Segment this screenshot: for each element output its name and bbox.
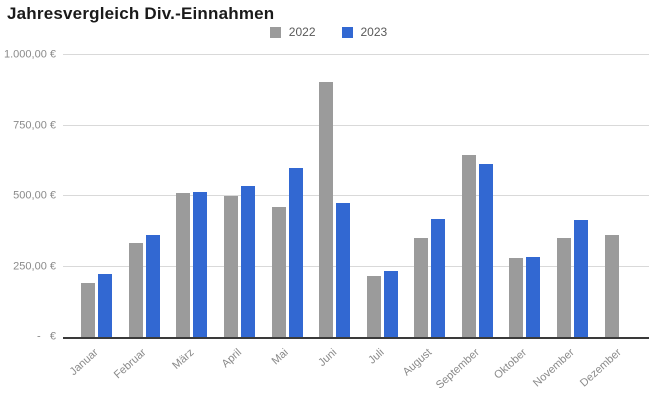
bar-group-januar [73, 55, 121, 337]
x-tick-label-mai: Mai [269, 346, 292, 368]
y-tick-label-750: 750,00 € [13, 119, 56, 131]
bar-2022-oktober[interactable] [509, 258, 524, 337]
legend-label: 2022 [288, 25, 316, 39]
chart-title: Jahresvergleich Div.-Einnahmen [7, 4, 275, 23]
bar-group-marz [168, 55, 216, 337]
bar-2022-september[interactable] [461, 155, 476, 337]
bar-2022-juli[interactable] [366, 276, 381, 337]
x-tick-label-august: August [400, 346, 434, 379]
legend-swatch-icon [341, 26, 353, 38]
gridline-1000 [63, 54, 649, 55]
x-tick-label-april: April [219, 346, 244, 371]
bar-2023-januar[interactable] [98, 273, 113, 337]
x-tick-label-januar: Januar [67, 346, 101, 378]
bar-2023-juni[interactable] [336, 203, 351, 337]
bar-2022-juni[interactable] [319, 81, 334, 337]
bar-2023-oktober[interactable] [526, 256, 541, 337]
gridline-500 [63, 195, 649, 196]
bar-2022-mai[interactable] [271, 207, 286, 337]
bar-2022-februar[interactable] [128, 242, 143, 337]
bar-group-oktober [501, 55, 549, 337]
bar-group-august [406, 55, 454, 337]
bar-2022-dezember[interactable] [604, 235, 619, 337]
gridline-250 [63, 265, 649, 267]
x-tick-label-marz: März [169, 346, 196, 372]
bar-2023-februar[interactable] [145, 235, 160, 337]
legend-item-2022[interactable]: 2022 [269, 25, 316, 39]
bar-2023-april[interactable] [241, 186, 256, 337]
chart-legend: 2022 2023 [0, 25, 657, 39]
bar-group-april [216, 55, 264, 337]
bar-group-november [549, 55, 597, 337]
bar-group-dezember [596, 55, 644, 337]
legend-item-2023[interactable]: 2023 [341, 25, 388, 39]
y-tick-label-500: 500,00 € [13, 189, 56, 202]
bar-2023-august[interactable] [431, 218, 446, 337]
y-axis-labels: - € 250,00 € 500,00 € 750,00 € 1.000,00 € [0, 49, 58, 343]
bar-2022-januar[interactable] [81, 283, 96, 337]
bar-2023-mai[interactable] [288, 167, 303, 337]
bar-2022-august[interactable] [414, 238, 429, 337]
bar-2022-marz[interactable] [176, 193, 191, 337]
x-tick-label-dezember: Dezember [578, 346, 625, 390]
x-tick-label-oktober: Oktober [491, 346, 530, 382]
bar-group-juli [358, 55, 406, 337]
y-tick-label-250: 250,00 € [13, 260, 56, 272]
bar-2022-april[interactable] [224, 196, 239, 337]
bar-group-mai [263, 55, 311, 337]
legend-label: 2023 [360, 25, 388, 39]
bars-row [73, 55, 644, 337]
bar-group-februar [121, 55, 169, 337]
bar-2023-marz[interactable] [193, 191, 208, 337]
bar-group-juni [311, 55, 359, 337]
legend-swatch-icon [269, 26, 281, 38]
x-tick-label-februar: Februar [111, 346, 149, 382]
bar-2023-juli[interactable] [383, 270, 398, 337]
y-tick-label-1000: 1.000,00 € [4, 48, 56, 61]
x-tick-label-juni: Juni [315, 346, 339, 369]
x-axis-labels: Januar Februar März April Mai Juni Juli August S… [63, 341, 649, 399]
x-tick-label-november: November [530, 346, 577, 390]
bar-2022-november[interactable] [557, 238, 572, 337]
x-tick-label-juli: Juli [366, 346, 387, 367]
y-tick-label-0: - € [37, 330, 56, 343]
bar-group-september [454, 55, 502, 337]
x-tick-label-september: September [433, 346, 482, 392]
plot-area [63, 54, 649, 339]
bar-2023-september[interactable] [478, 163, 493, 337]
gridline-750 [63, 124, 649, 126]
bar-2023-november[interactable] [574, 219, 589, 337]
